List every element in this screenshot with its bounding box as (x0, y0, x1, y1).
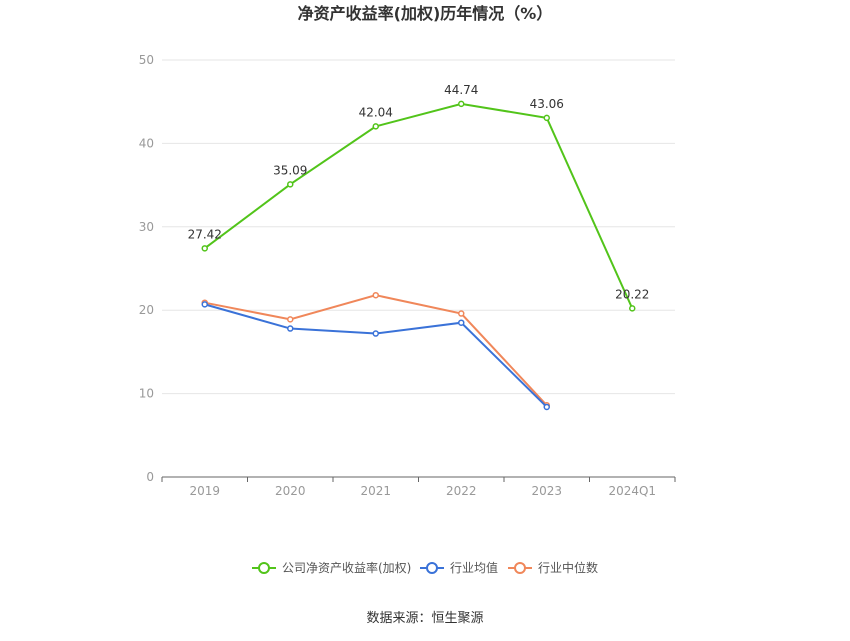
data-point[interactable] (287, 325, 294, 332)
y-axis-ticks: 0 10 20 30 40 50 (139, 53, 154, 484)
data-labels: 27.42 35.09 42.04 44.74 43.06 20.22 (188, 83, 650, 301)
x-tick-label: 2022 (446, 484, 477, 498)
series-layer (201, 100, 636, 411)
x-tick-label: 2020 (275, 484, 306, 498)
y-tick-label: 10 (139, 387, 154, 401)
data-point[interactable] (629, 305, 636, 312)
data-label: 20.22 (615, 287, 649, 301)
x-tick-label: 2019 (189, 484, 220, 498)
data-point[interactable] (287, 316, 294, 323)
series-line (204, 294, 548, 406)
data-point[interactable] (201, 245, 208, 252)
data-label: 27.42 (188, 227, 222, 241)
series-line (204, 303, 548, 408)
series-行业均值 (201, 301, 550, 411)
legend-item[interactable]: 行业中位数 (508, 560, 598, 575)
data-label: 43.06 (530, 97, 564, 111)
legend-marker (514, 562, 526, 574)
source-note: 数据来源：恒生聚源 (366, 611, 483, 626)
data-point[interactable] (458, 100, 465, 108)
data-label: 42.04 (359, 105, 393, 119)
series-公司净资产收益率(加权) (201, 100, 636, 312)
data-point[interactable] (372, 123, 379, 130)
x-tick-label: 2024Q1 (608, 484, 656, 498)
data-point[interactable] (201, 301, 208, 308)
data-label: 35.09 (273, 163, 307, 177)
legend-label: 行业中位数 (538, 560, 598, 575)
grid-lines (162, 59, 675, 395)
data-label: 44.74 (444, 83, 478, 97)
x-tick-label: 2021 (360, 484, 391, 498)
legend-item[interactable]: 公司净资产收益率(加权) (252, 560, 411, 575)
series-line (204, 102, 634, 309)
y-tick-label: 0 (146, 470, 154, 484)
x-tick-label: 2023 (531, 484, 562, 498)
data-point[interactable] (458, 319, 465, 326)
chart-title: 净资产收益率(加权)历年情况（%） (298, 4, 553, 23)
data-point[interactable] (287, 181, 294, 188)
legend-item[interactable]: 行业均值 (420, 560, 498, 575)
legend-marker (426, 562, 438, 574)
legend-marker (258, 562, 270, 574)
legend-label: 公司净资产收益率(加权) (282, 560, 411, 575)
x-axis: 2019 2020 2021 2022 2023 2024Q1 (161, 476, 676, 498)
legend-label: 行业均值 (450, 560, 498, 575)
data-point[interactable] (543, 403, 550, 411)
y-tick-label: 20 (139, 303, 154, 317)
legend[interactable]: 公司净资产收益率(加权) 行业均值 行业中位数 (252, 560, 598, 575)
y-tick-label: 40 (139, 136, 154, 150)
y-tick-label: 30 (139, 220, 154, 234)
y-tick-label: 50 (139, 53, 154, 67)
data-point[interactable] (543, 114, 550, 122)
data-point[interactable] (458, 310, 465, 317)
data-point[interactable] (372, 330, 379, 337)
data-point[interactable] (372, 291, 379, 299)
